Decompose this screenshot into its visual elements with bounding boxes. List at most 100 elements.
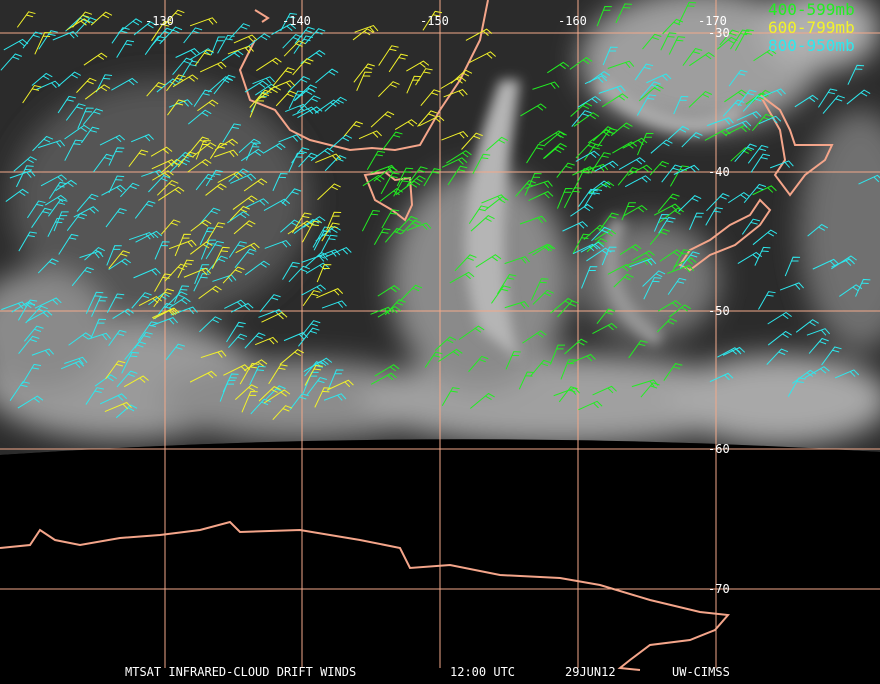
wind-barb xyxy=(704,128,731,141)
wind-barb xyxy=(172,74,199,88)
wind-barb xyxy=(653,203,681,216)
wind-barb xyxy=(667,125,690,141)
wind-barb xyxy=(164,9,185,25)
wind-barb xyxy=(314,387,332,408)
wind-barb xyxy=(717,36,738,50)
wind-barb xyxy=(607,60,635,69)
wind-barb xyxy=(200,61,227,73)
wind-barb xyxy=(1,301,28,311)
wind-barb xyxy=(131,292,152,309)
wind-barb xyxy=(72,11,93,28)
wind-barb xyxy=(544,131,567,146)
wind-barb xyxy=(95,74,113,93)
wind-barb xyxy=(211,246,230,269)
wind-barb xyxy=(272,173,288,192)
wind-barb xyxy=(366,150,385,171)
wind-barb xyxy=(283,40,306,57)
wind-barb xyxy=(396,167,414,187)
wind-barb xyxy=(244,332,266,349)
wind-barb xyxy=(323,393,347,401)
wind-barb xyxy=(669,304,692,318)
wind-barb xyxy=(193,89,213,107)
wind-barb xyxy=(173,285,190,303)
wind-barbs xyxy=(0,1,880,421)
wind-barb xyxy=(154,273,172,292)
wind-barb xyxy=(378,81,400,97)
wind-barb xyxy=(35,80,61,91)
wind-barb xyxy=(245,142,261,161)
wind-barb xyxy=(725,120,752,130)
wind-barb xyxy=(846,89,871,105)
wind-barb xyxy=(747,89,772,107)
wind-barb xyxy=(289,393,309,411)
wind-barb xyxy=(472,153,491,175)
wind-barb xyxy=(99,134,126,146)
wind-barb xyxy=(804,366,830,379)
wind-barb xyxy=(399,284,423,302)
wind-barb xyxy=(374,364,400,377)
wind-barb xyxy=(228,333,248,349)
footer-date: 29JUN12 xyxy=(565,665,616,679)
wind-barb xyxy=(659,249,683,262)
wind-barb xyxy=(228,241,247,258)
wind-barb xyxy=(244,198,269,209)
wind-barb xyxy=(594,160,619,172)
wind-barb xyxy=(282,33,303,49)
wind-barb xyxy=(315,68,339,84)
wind-barb xyxy=(316,264,332,283)
wind-barb xyxy=(588,70,611,83)
wind-barb xyxy=(619,244,642,256)
wind-barb xyxy=(230,302,254,313)
wind-barb xyxy=(327,369,344,392)
wind-barb xyxy=(569,353,596,364)
wind-barb xyxy=(52,31,79,41)
wind-barb xyxy=(542,142,567,159)
wind-barb xyxy=(325,246,352,258)
wind-barb xyxy=(303,216,326,228)
wind-barb xyxy=(9,170,36,179)
wind-barb xyxy=(443,88,468,98)
wind-barb xyxy=(688,90,713,108)
wind-barb xyxy=(275,90,297,107)
wind-barb xyxy=(592,322,618,335)
wind-barb xyxy=(144,35,166,55)
wind-barb xyxy=(381,209,400,229)
longitude-label: -160 xyxy=(558,14,587,28)
wind-barb xyxy=(55,179,78,192)
wind-barb xyxy=(441,387,460,406)
wind-barb xyxy=(571,110,592,127)
wind-barb xyxy=(189,370,217,383)
wind-barb xyxy=(663,363,683,381)
wind-barb xyxy=(232,195,258,210)
wind-barb xyxy=(233,220,256,235)
wind-barb xyxy=(175,48,200,58)
wind-barb xyxy=(354,25,379,33)
wind-barb xyxy=(48,198,68,217)
wind-barb xyxy=(27,200,46,219)
wind-barb xyxy=(259,294,281,313)
wind-barb xyxy=(767,330,792,346)
wind-barb xyxy=(784,256,801,277)
wind-barb xyxy=(269,80,296,90)
wind-barb xyxy=(148,174,171,193)
wind-barb xyxy=(673,164,700,175)
wind-barb xyxy=(152,307,180,320)
wind-barb xyxy=(461,132,483,150)
wind-barb xyxy=(105,208,127,228)
wind-barb xyxy=(624,175,652,188)
wind-barb xyxy=(189,17,218,27)
wind-barb xyxy=(249,89,272,108)
wind-barb xyxy=(468,355,489,373)
wind-barb xyxy=(689,52,715,67)
wind-barb xyxy=(753,49,777,62)
wind-barb xyxy=(743,183,767,203)
wind-barb xyxy=(108,329,127,347)
wind-barb xyxy=(394,119,418,131)
wind-barb xyxy=(77,107,94,129)
wind-barb xyxy=(90,11,113,26)
wind-barb xyxy=(187,109,212,125)
wind-barb xyxy=(818,88,838,108)
wind-barb xyxy=(244,260,270,276)
wind-barb xyxy=(151,159,178,170)
wind-barb xyxy=(85,387,104,405)
